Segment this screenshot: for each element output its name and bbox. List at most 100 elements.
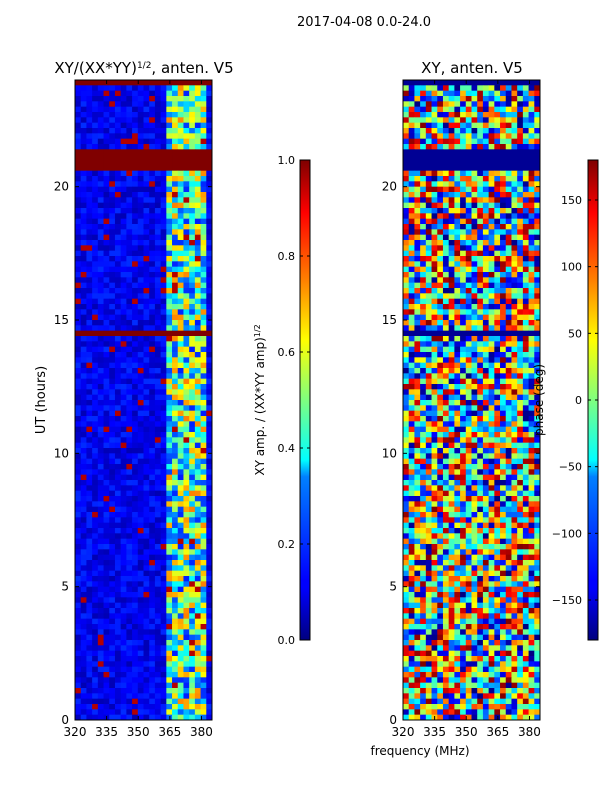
heatmap-cell	[183, 613, 190, 620]
heatmap-cell	[437, 437, 444, 444]
heatmap-cell	[431, 298, 438, 305]
heatmap-cell	[194, 512, 201, 518]
heatmap-cell	[172, 602, 179, 609]
heatmap-cell	[420, 490, 427, 497]
heatmap-cell	[75, 234, 82, 241]
heatmap-cell	[454, 181, 461, 188]
heatmap-cell	[154, 480, 162, 486]
heatmap-cell	[511, 213, 518, 220]
heatmap-cell	[500, 154, 507, 161]
heatmap-cell	[465, 213, 472, 220]
heatmap-cell	[75, 368, 82, 374]
heatmap-cell	[494, 282, 501, 289]
heatmap-cell	[189, 565, 196, 572]
heatmap-cell	[431, 352, 438, 358]
heatmap-cell	[200, 160, 207, 166]
heatmap-cell	[126, 693, 133, 700]
heatmap-cell	[482, 106, 490, 113]
heatmap-cell	[477, 224, 484, 230]
heatmap-cell	[477, 517, 484, 524]
heatmap-cell	[442, 138, 450, 145]
heatmap-cell	[103, 320, 110, 326]
heatmap-cell	[160, 394, 167, 401]
heatmap-cell	[166, 128, 173, 134]
heatmap-cell	[448, 442, 455, 449]
heatmap-cell	[92, 496, 99, 502]
heatmap-cell	[200, 533, 207, 540]
heatmap-cell	[477, 389, 484, 396]
heatmap-cell	[408, 432, 415, 438]
heatmap-cell	[200, 656, 207, 662]
heatmap-cell	[137, 645, 144, 652]
heatmap-cell	[442, 176, 450, 182]
heatmap-cell	[511, 170, 518, 177]
heatmap-cell	[114, 538, 122, 545]
heatmap-cell	[154, 277, 162, 284]
heatmap-cell	[137, 432, 144, 438]
heatmap-cell	[465, 458, 472, 465]
heatmap-cell	[172, 208, 179, 214]
heatmap-cell	[114, 624, 122, 630]
heatmap-cell	[103, 336, 110, 342]
heatmap-cell	[488, 277, 495, 284]
heatmap-cell	[194, 624, 201, 630]
heatmap-cell	[160, 362, 167, 369]
heatmap-cell	[172, 304, 179, 310]
heatmap-cell	[431, 410, 438, 417]
heatmap-cell	[126, 405, 133, 412]
heatmap-cell	[160, 629, 167, 636]
heatmap-cell	[126, 602, 133, 609]
heatmap-cell	[460, 96, 467, 102]
heatmap-cell	[477, 154, 484, 161]
heatmap-cell	[189, 517, 196, 524]
heatmap-cell	[143, 314, 150, 321]
heatmap-cell	[183, 213, 190, 220]
heatmap-cell	[75, 528, 82, 534]
heatmap-cell	[103, 229, 110, 236]
heatmap-cell	[437, 256, 444, 262]
heatmap-cell	[442, 240, 450, 246]
heatmap-cell	[528, 528, 535, 534]
heatmap-cell	[92, 634, 99, 641]
heatmap-cell	[420, 154, 427, 161]
heatmap-cell	[454, 85, 461, 92]
heatmap-cell	[431, 192, 438, 198]
heatmap-cell	[511, 506, 518, 513]
heatmap-cell	[166, 693, 173, 700]
heatmap-cell	[477, 170, 484, 177]
heatmap-cell	[126, 240, 133, 246]
heatmap-cell	[109, 304, 116, 310]
heatmap-cell	[149, 405, 156, 412]
heatmap-cell	[425, 304, 432, 310]
heatmap-cell	[528, 282, 535, 289]
heatmap-cell	[86, 304, 93, 310]
heatmap-cell	[206, 469, 212, 476]
heatmap-cell	[143, 304, 150, 310]
heatmap-cell	[109, 490, 116, 497]
heatmap-cell	[460, 309, 467, 316]
heatmap-cell	[114, 352, 122, 358]
heatmap-cell	[103, 394, 110, 401]
heatmap-cell	[482, 448, 490, 454]
heatmap-cell	[92, 336, 99, 342]
heatmap-cell	[442, 496, 450, 502]
heatmap-cell	[160, 501, 167, 508]
heatmap-cell	[194, 240, 201, 246]
heatmap-cell	[454, 96, 461, 102]
heatmap-cell	[75, 101, 82, 108]
heatmap-cell	[471, 480, 478, 486]
heatmap-cell	[420, 309, 427, 316]
heatmap-cell	[80, 608, 87, 614]
heatmap-cell	[517, 506, 524, 513]
heatmap-cell	[517, 112, 524, 118]
heatmap-cell	[200, 122, 207, 129]
heatmap-cell	[200, 624, 207, 630]
heatmap-cell	[137, 165, 144, 172]
heatmap-cell	[534, 288, 540, 294]
heatmap-cell	[505, 501, 512, 508]
heatmap-cell	[425, 426, 432, 433]
heatmap-cell	[154, 378, 162, 385]
heatmap-cell	[494, 202, 501, 209]
heatmap-cell	[500, 506, 507, 513]
heatmap-cell	[200, 378, 207, 385]
